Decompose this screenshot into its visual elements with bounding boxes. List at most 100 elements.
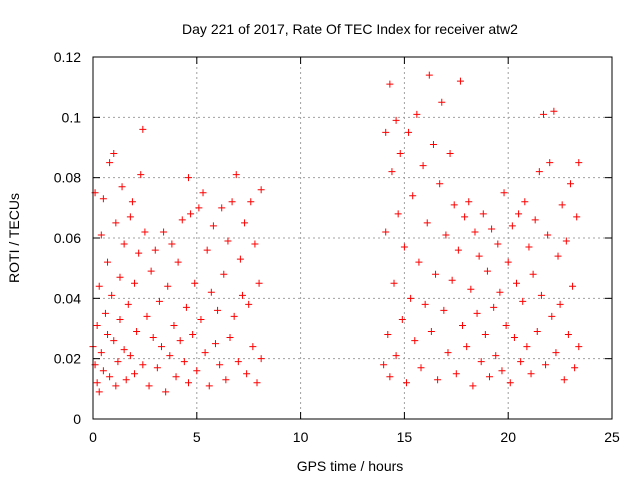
y-tick-label: 0.06: [54, 230, 81, 246]
data-point: [467, 285, 475, 293]
data-point: [556, 300, 564, 308]
chart-title: Day 221 of 2017, Rate Of TEC Index for r…: [182, 21, 518, 37]
data-point: [473, 309, 481, 317]
data-point: [521, 198, 529, 206]
data-point: [425, 71, 433, 79]
data-point: [560, 376, 568, 384]
data-point: [392, 352, 400, 360]
data-point: [93, 379, 101, 387]
data-point: [500, 189, 508, 197]
data-point: [218, 204, 226, 212]
data-point: [392, 116, 400, 124]
data-point: [546, 159, 554, 167]
data-point: [544, 231, 552, 239]
data-point: [542, 361, 550, 369]
data-point: [554, 252, 562, 260]
data-point: [143, 312, 151, 320]
data-point: [108, 291, 116, 299]
data-point: [452, 370, 460, 378]
data-point: [174, 258, 182, 266]
data-point: [141, 228, 149, 236]
data-point: [133, 328, 141, 336]
data-point: [120, 346, 128, 354]
data-point: [380, 361, 388, 369]
data-point: [429, 140, 437, 148]
data-point: [114, 358, 122, 366]
data-point: [120, 240, 128, 248]
data-point: [454, 246, 462, 254]
data-point: [126, 213, 134, 221]
data-point: [386, 80, 394, 88]
data-point: [486, 373, 494, 381]
data-point: [390, 279, 398, 287]
data-point: [201, 349, 209, 357]
data-point: [104, 258, 112, 266]
data-point: [506, 379, 514, 387]
data-point: [400, 243, 408, 251]
data-point: [525, 243, 533, 251]
data-point: [459, 321, 467, 329]
data-point: [492, 352, 500, 360]
x-tick-label: 20: [500, 429, 516, 445]
data-point: [384, 331, 392, 339]
data-point: [504, 258, 512, 266]
data-point: [122, 376, 130, 384]
data-point: [110, 337, 118, 345]
data-point: [106, 159, 114, 167]
data-point: [417, 364, 425, 372]
data-point: [477, 358, 485, 366]
data-point: [238, 291, 246, 299]
data-point: [573, 213, 581, 221]
data-point: [257, 186, 265, 194]
data-point: [475, 252, 483, 260]
data-point: [535, 168, 543, 176]
data-point: [409, 192, 417, 200]
data-point: [172, 373, 180, 381]
data-point: [255, 279, 263, 287]
data-point: [226, 334, 234, 342]
data-point: [155, 297, 163, 305]
data-point: [99, 195, 107, 203]
data-point: [251, 240, 259, 248]
data-point: [126, 352, 134, 360]
data-point: [508, 222, 516, 230]
data-point: [145, 382, 153, 390]
y-tick-label: 0.04: [54, 290, 81, 306]
data-point: [162, 388, 170, 396]
data-point: [101, 309, 109, 317]
data-point: [99, 367, 107, 375]
data-point: [405, 128, 413, 136]
data-point: [539, 110, 547, 118]
data-point: [456, 77, 464, 85]
data-point: [195, 204, 203, 212]
data-point: [118, 183, 126, 191]
data-point: [230, 312, 238, 320]
data-point: [419, 162, 427, 170]
x-tick-label: 25: [604, 429, 620, 445]
data-point: [241, 219, 249, 227]
y-tick-label: 0.12: [54, 49, 81, 65]
data-point: [436, 180, 444, 188]
data-point: [95, 388, 103, 396]
data-point: [388, 168, 396, 176]
data-point: [552, 349, 560, 357]
x-tick-label: 15: [397, 429, 413, 445]
data-point: [257, 355, 265, 363]
data-point: [537, 291, 545, 299]
data-point: [517, 358, 525, 366]
data-point: [498, 367, 506, 375]
data-point: [191, 279, 199, 287]
data-point: [566, 180, 574, 188]
data-point: [214, 306, 222, 314]
gridlines: [93, 57, 612, 419]
data-point: [245, 300, 253, 308]
data-point: [124, 300, 132, 308]
data-point: [135, 249, 143, 257]
data-point: [575, 343, 583, 351]
data-point: [216, 361, 224, 369]
data-point: [95, 282, 103, 290]
data-point: [158, 343, 166, 351]
data-point: [488, 225, 496, 233]
